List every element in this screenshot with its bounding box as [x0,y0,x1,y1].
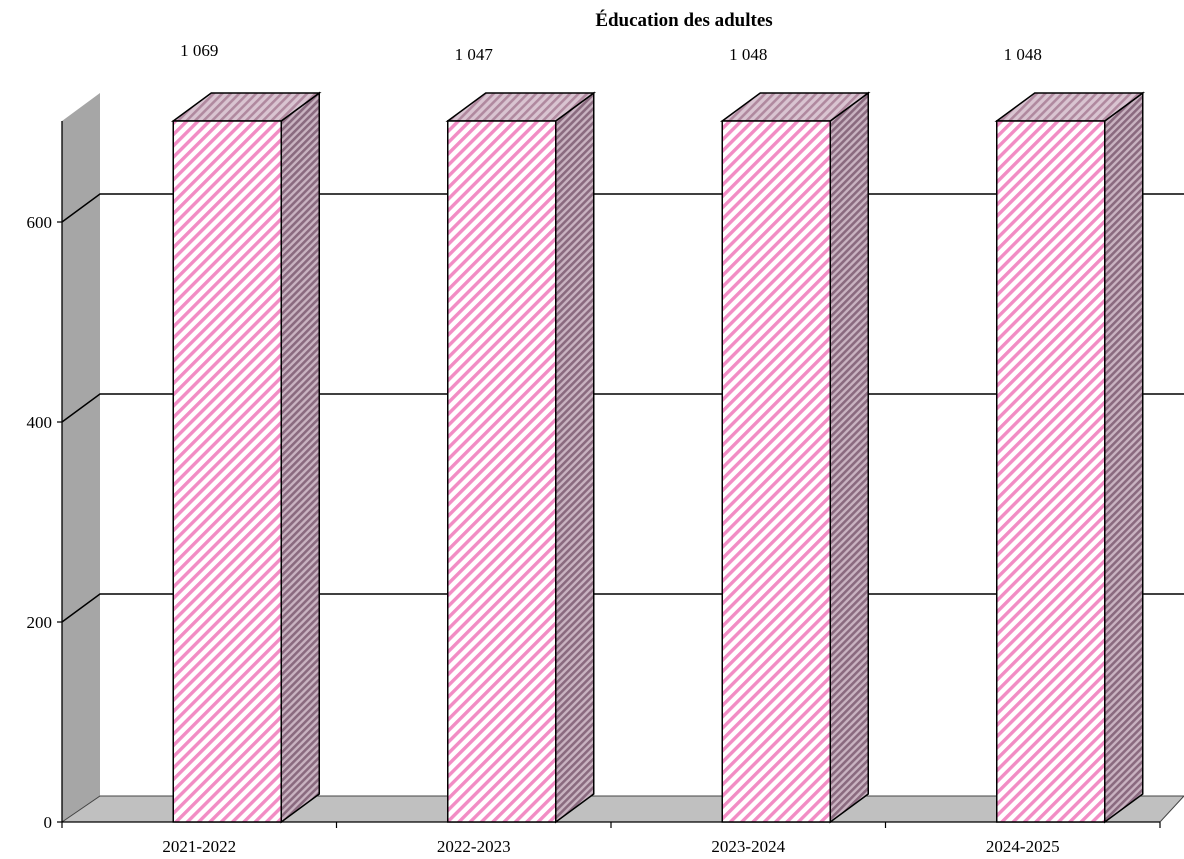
bar-front [996,120,1106,823]
bar-side [280,91,320,824]
data-label: 1 048 [729,45,767,64]
y-tick-label: 400 [27,413,53,432]
y-tick-label: 200 [27,613,53,632]
x-tick-label: 2022-2023 [437,837,511,856]
x-tick-label: 2023-2024 [711,837,785,856]
bar [445,91,597,824]
data-label: 1 048 [1004,45,1042,64]
bar-front [172,120,282,823]
chart-title: Éducation des adultes [595,9,772,31]
bars [170,91,1146,824]
bar-side [829,91,869,824]
bar-front [447,120,557,823]
bar-side [555,91,595,824]
bar [170,91,322,824]
bar [994,91,1146,824]
data-label: 1 047 [455,45,494,64]
x-axis: 2021-2022 2022-2023 2023-2024 2024-2025 [61,821,1161,856]
x-tick-label: 2024-2025 [986,837,1060,856]
y-tick-label: 0 [44,813,53,832]
x-tick-label: 2021-2022 [162,837,236,856]
y-axis: 0 200 400 600 [27,121,63,832]
y-tick-label: 600 [27,213,53,232]
labels: 1 069 1 047 1 048 1 048 [180,41,1042,64]
bar [719,91,871,824]
bar-front [721,120,831,823]
data-label: 1 069 [180,41,218,60]
chart-left-wall [62,93,100,822]
bar-side [1104,91,1144,824]
